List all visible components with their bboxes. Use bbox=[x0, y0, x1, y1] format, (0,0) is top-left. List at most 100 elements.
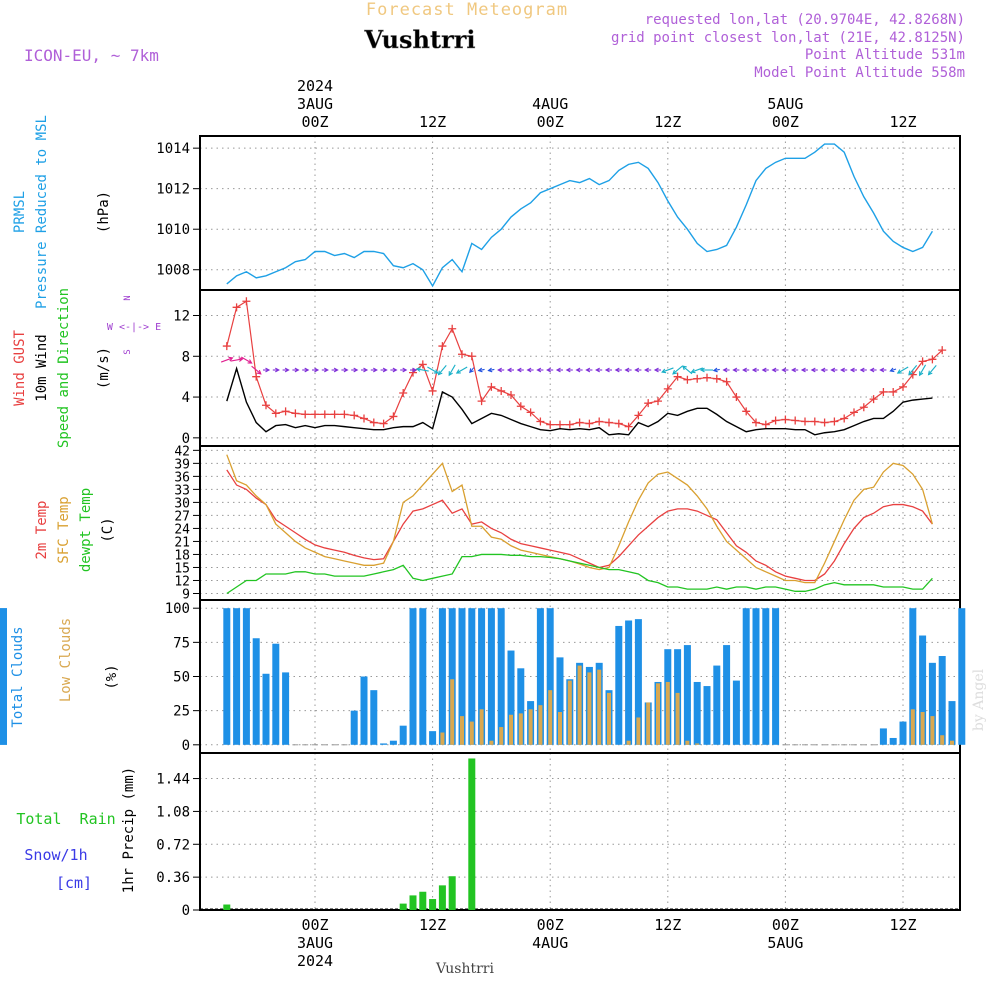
wind-direction-arrow bbox=[644, 367, 652, 373]
y-tick-label: 4 bbox=[182, 390, 190, 406]
y-tick-label: 1010 bbox=[156, 222, 190, 238]
arrow-head bbox=[536, 367, 542, 373]
gust-point bbox=[428, 386, 437, 395]
total-cloud-bar bbox=[517, 668, 525, 745]
wind-direction-arrow bbox=[282, 367, 290, 373]
total-cloud-bar bbox=[252, 638, 260, 745]
wind-direction-arrow bbox=[820, 367, 828, 373]
wind-speed-dir-label: Speed and Direction bbox=[56, 288, 72, 448]
time-label-bottom: 00Z bbox=[772, 916, 799, 934]
gust-point bbox=[438, 342, 447, 351]
total-cloud-bar bbox=[399, 725, 407, 745]
arrow-head bbox=[919, 371, 924, 377]
time-label-bottom: 00Z bbox=[301, 916, 328, 934]
wind-direction-arrow bbox=[634, 367, 642, 373]
low-cloud-bar bbox=[499, 727, 504, 745]
time-label-bottom: 00Z bbox=[537, 916, 564, 934]
wind-direction-arrow bbox=[840, 367, 848, 373]
time-label-top: 00Z bbox=[537, 113, 564, 131]
gust-point bbox=[320, 410, 329, 419]
point-altitude: Point Altitude 531m bbox=[805, 47, 965, 63]
arrow-head bbox=[304, 367, 310, 373]
gust-point bbox=[654, 397, 662, 406]
time-label-top: 12Z bbox=[654, 113, 681, 131]
compass-south: S bbox=[123, 349, 133, 354]
total-cloud-bar bbox=[380, 743, 388, 745]
total-cloud-bar bbox=[899, 721, 907, 745]
wind-direction-arrow bbox=[919, 364, 927, 377]
arrow-head bbox=[672, 369, 678, 375]
arrow-head bbox=[889, 367, 895, 373]
arrow-head bbox=[927, 370, 933, 376]
wind-direction-arrow bbox=[263, 367, 271, 373]
watermark: by Angel bbox=[971, 668, 987, 731]
wind10m-label: 10m Wind bbox=[34, 334, 50, 401]
time-label-top: 00Z bbox=[772, 113, 799, 131]
panels: 1008101010121014048129121518212427303336… bbox=[0, 135, 966, 919]
gust-point bbox=[918, 357, 927, 366]
wind-direction-arrow bbox=[830, 367, 838, 373]
low-cloud-bar bbox=[940, 735, 945, 745]
gust-point bbox=[222, 342, 231, 351]
y-tick-label: 100 bbox=[165, 601, 190, 617]
y-tick-label: 1.44 bbox=[156, 772, 190, 788]
total-cloud-bar bbox=[272, 643, 280, 745]
total-cloud-bar bbox=[634, 619, 642, 745]
wind-direction-arrow bbox=[751, 367, 759, 373]
precipitation-frame bbox=[199, 752, 961, 911]
gust-point bbox=[859, 403, 868, 412]
gust-point bbox=[575, 418, 584, 427]
time-label-top: 4AUG bbox=[532, 95, 568, 113]
total-cloud-bar bbox=[938, 656, 946, 745]
arrow-head bbox=[751, 367, 757, 373]
wind-direction-arrow bbox=[859, 367, 867, 373]
wind-direction-arrow bbox=[516, 367, 524, 373]
total-cloud-bar bbox=[419, 608, 427, 745]
total-cloud-bar bbox=[615, 625, 623, 745]
arrow-head bbox=[392, 367, 398, 373]
gust-point bbox=[487, 382, 496, 391]
t2m-series-line bbox=[226, 469, 933, 582]
gust-point bbox=[771, 416, 780, 425]
arrow-head bbox=[908, 370, 913, 376]
precipitation-panel: 0 0.36 0.72 1.08 1.44 bbox=[156, 752, 961, 919]
arrow-head bbox=[343, 367, 349, 373]
gust-point bbox=[624, 422, 633, 431]
wind-direction-arrow bbox=[415, 367, 429, 372]
gust-point bbox=[516, 402, 525, 411]
wind-direction-arrow bbox=[536, 367, 544, 373]
temp-unit-label: (C) bbox=[100, 517, 116, 542]
gust-point bbox=[389, 412, 398, 421]
compass-north: N bbox=[123, 295, 133, 300]
gust-point bbox=[850, 408, 858, 417]
total-cloud-bar bbox=[742, 608, 750, 745]
time-label-top: 00Z bbox=[301, 113, 328, 131]
arrow-head bbox=[228, 356, 234, 362]
y-tick-label: 18 bbox=[174, 548, 190, 563]
rain-bar bbox=[419, 891, 427, 910]
model-label: ICON-EU, ~ 7km bbox=[24, 46, 159, 65]
low-cloud-bar bbox=[489, 740, 494, 745]
rain-bar bbox=[223, 904, 231, 910]
arrow-head bbox=[761, 367, 767, 373]
gust-point bbox=[712, 374, 721, 383]
gust-point bbox=[301, 410, 310, 419]
total-cloud-bar bbox=[703, 686, 711, 745]
low-cloud-bar bbox=[930, 716, 935, 745]
gust-point bbox=[585, 419, 594, 428]
low-cloud-bar bbox=[646, 702, 651, 745]
gust-point bbox=[281, 407, 290, 416]
total-cloud-bar bbox=[752, 608, 760, 745]
precip-labels: Total Rain Snow/1h [cm] 1hr Precip (mm) bbox=[16, 767, 137, 893]
wind-direction-arrow bbox=[889, 367, 897, 373]
low-cloud-bar bbox=[636, 717, 641, 745]
forecast-meteogram-title: Forecast Meteogram bbox=[366, 0, 568, 20]
clouds-panel: 0 25 50 75 100 bbox=[0, 599, 966, 754]
total-cloud-bar bbox=[223, 608, 231, 745]
grid-point-coords: grid point closest lon,lat (21E, 42.8125… bbox=[611, 30, 965, 46]
total-rain-label: Total Rain bbox=[16, 810, 115, 828]
arrow-head bbox=[896, 369, 902, 374]
snow-unit-label: [cm] bbox=[56, 874, 92, 892]
gust-point bbox=[899, 382, 907, 391]
low-cloud-bar bbox=[558, 712, 562, 745]
